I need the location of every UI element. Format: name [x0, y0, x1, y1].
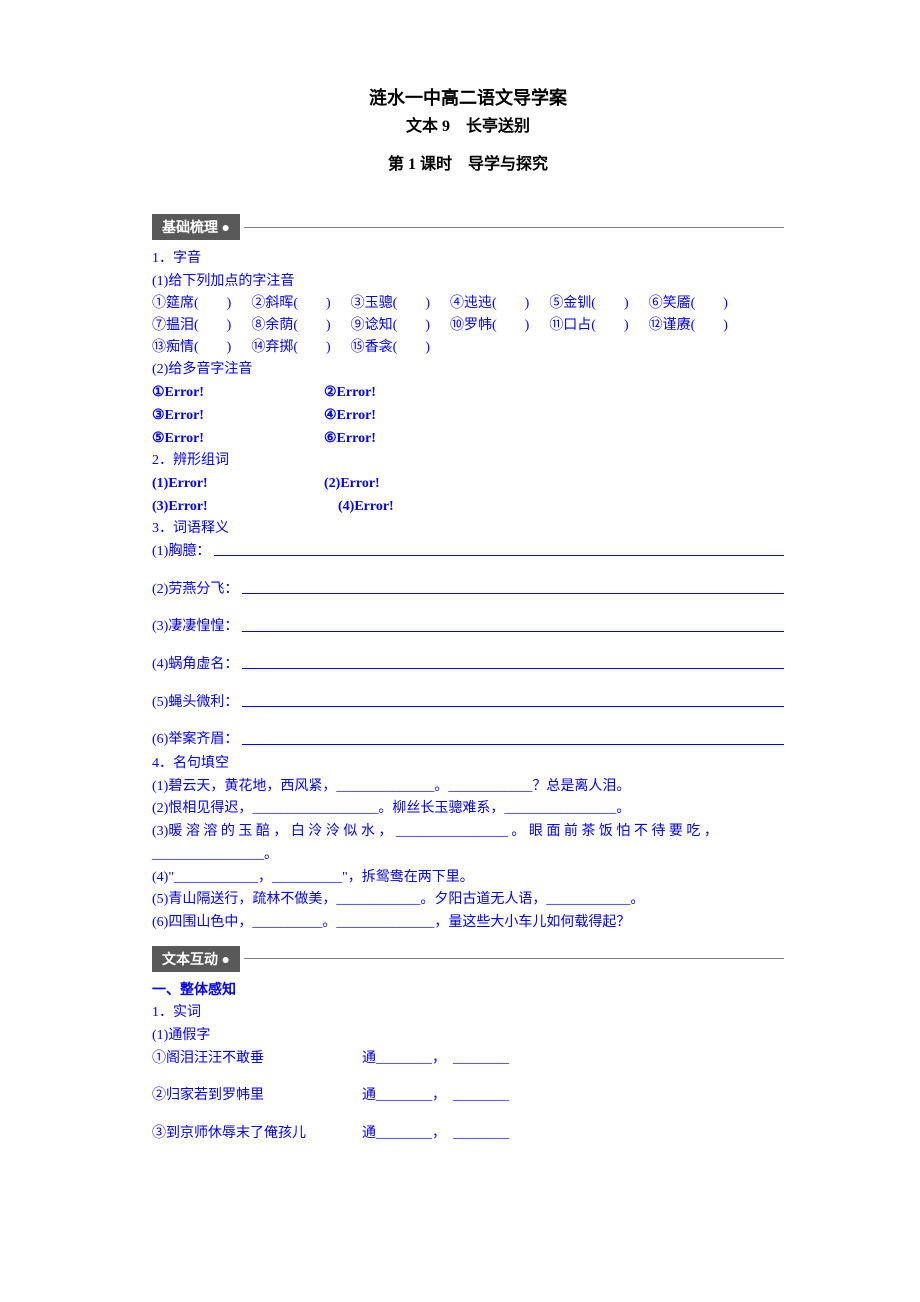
pinyin-item: ⑨谂知( )	[351, 315, 430, 337]
definition-row: (1)胸臆：	[152, 541, 784, 563]
error-label: ⑤Error!	[152, 428, 324, 450]
fill-line	[242, 579, 784, 594]
section-tab-text: 文本互动 ●	[152, 946, 240, 972]
definition-row: (3)凄凄惶惶：	[152, 616, 784, 638]
tongjia-row: ②归家若到罗帏里 通________， ________	[152, 1085, 784, 1107]
tongjia-answer: 通________， ________	[362, 1085, 509, 1107]
fill-line	[214, 541, 784, 556]
tongjia-row: ③到京师休辱末了俺孩儿 通________， ________	[152, 1123, 784, 1145]
pinyin-item: ⑦揾泪( )	[152, 315, 231, 337]
section-heading: 一、整体感知	[152, 980, 784, 1002]
pinyin-item: ⑥笑靥( )	[649, 293, 728, 315]
doc-title: 涟水一中高二语文导学案	[152, 84, 784, 110]
error-label: ⑥Error!	[324, 428, 376, 450]
error-label: ③Error!	[152, 405, 324, 427]
fill-blank-line: (1)碧云天，黄花地，西风紧，______________。__________…	[152, 776, 784, 798]
pinyin-item: ①筵席( )	[152, 293, 231, 315]
item-subheading: (1)给下列加点的字注音	[152, 271, 784, 293]
pinyin-item: ⑧余荫( )	[251, 315, 330, 337]
fill-line	[242, 654, 784, 669]
definition-row: (5)蝇头微利：	[152, 692, 784, 714]
tongjia-label: ②归家若到罗帏里	[152, 1085, 362, 1107]
definition-row: (2)劳燕分飞：	[152, 579, 784, 601]
lesson-title: 第 1 课时 导学与探究	[152, 150, 784, 174]
error-label: (3)Error!	[152, 496, 324, 518]
def-label: (5)蝇头微利：	[152, 692, 238, 714]
item-heading: 2．辨形组词	[152, 450, 784, 472]
pinyin-item: ⑫谨赓( )	[649, 315, 728, 337]
pinyin-item: ⑬痴情( )	[152, 337, 231, 359]
section-divider	[244, 958, 784, 959]
item-subheading: (2)给多音字注音	[152, 359, 784, 381]
error-label: ②Error!	[324, 382, 376, 404]
error-label: (2)Error!	[324, 473, 380, 495]
pinyin-item: ⑪口占( )	[549, 315, 628, 337]
item-subheading: (1)通假字	[152, 1025, 784, 1047]
fill-line	[242, 616, 784, 631]
fill-line	[242, 729, 784, 744]
fill-line	[242, 692, 784, 707]
error-label: (1)Error!	[152, 473, 324, 495]
item-heading: 1．字音	[152, 248, 784, 270]
item-heading: 1．实词	[152, 1002, 784, 1024]
pinyin-item: ⑮香衾( )	[351, 337, 430, 359]
tongjia-answer: 通________， ________	[362, 1048, 509, 1070]
item-heading: 3．词语释义	[152, 518, 784, 540]
fill-blank-line: (3)暖 溶 溶 的 玉 醅 ， 白 泠 泠 似 水 ， ___________…	[152, 821, 784, 843]
tongjia-answer: 通________， ________	[362, 1123, 509, 1145]
pinyin-item: ②斜晖( )	[251, 293, 330, 315]
fill-blank-line: (6)四围山色中，__________。______________，量这些大小…	[152, 912, 784, 934]
def-label: (1)胸臆：	[152, 541, 210, 563]
def-label: (6)举案齐眉：	[152, 729, 238, 751]
pinyin-item: ④迍迍( )	[450, 293, 529, 315]
definition-row: (6)举案齐眉：	[152, 729, 784, 751]
section-tab-basics: 基础梳理 ●	[152, 214, 240, 240]
def-label: (3)凄凄惶惶：	[152, 616, 238, 638]
pinyin-item: ⑭弃掷( )	[251, 337, 330, 359]
def-label: (4)蜗角虚名：	[152, 654, 238, 676]
fill-blank-line: ________________。	[152, 844, 784, 866]
def-label: (2)劳燕分飞：	[152, 579, 238, 601]
tongjia-label: ①阁泪汪汪不敢垂	[152, 1048, 362, 1070]
fill-blank-line: (5)青山隔送行，疏林不做美，____________。夕阳古道无人语，____…	[152, 889, 784, 911]
doc-subtitle: 文本 9 长亭送别	[152, 112, 784, 136]
item-heading: 4．名句填空	[152, 753, 784, 775]
error-label: ④Error!	[324, 405, 376, 427]
error-label: (4)Error!	[324, 496, 394, 518]
pinyin-grid: ①筵席( ) ②斜晖( ) ③玉骢( ) ④迍迍( ) ⑤金钏( ) ⑥笑靥( …	[152, 293, 784, 358]
tongjia-label: ③到京师休辱末了俺孩儿	[152, 1123, 362, 1145]
fill-blank-line: (4)"____________，__________"，拆鸳鸯在两下里。	[152, 867, 784, 889]
tongjia-row: ①阁泪汪汪不敢垂 通________， ________	[152, 1048, 784, 1070]
pinyin-item: ③玉骢( )	[351, 293, 430, 315]
error-label: ①Error!	[152, 382, 324, 404]
pinyin-item: ⑤金钏( )	[549, 293, 628, 315]
pinyin-item: ⑩罗帏( )	[450, 315, 529, 337]
fill-blank-line: (2)恨相见得迟，__________________。柳丝长玉骢难系，____…	[152, 798, 784, 820]
definition-row: (4)蜗角虚名：	[152, 654, 784, 676]
section-divider	[244, 227, 784, 228]
